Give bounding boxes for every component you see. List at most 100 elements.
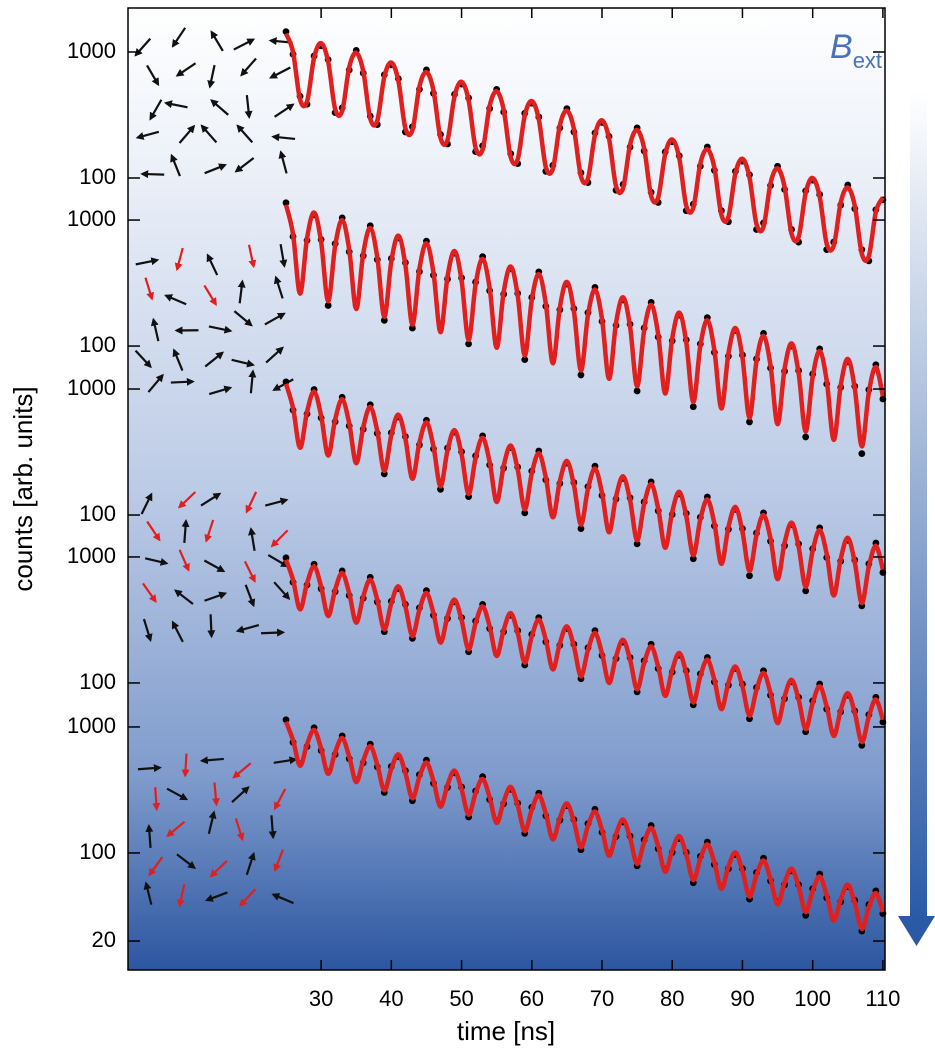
spin-arrow [203,284,217,306]
spin-arrow [204,891,228,902]
data-point [633,540,641,548]
y-tick-label: 100 [79,669,116,694]
spin-arrow [208,325,233,334]
x-tick-label: 90 [730,986,754,1011]
spin-arrow [174,247,184,272]
spin-arrow [273,275,284,299]
spin-arrow [273,581,291,601]
data-point [577,525,585,533]
spin-arrow [244,584,256,608]
field-arrow-head [898,916,935,946]
fit-line [283,720,886,932]
spin-arrow [279,244,288,268]
spin-arrow [267,554,289,568]
spin-arrow [172,348,184,371]
x-tick-label: 50 [449,986,473,1011]
spin-arrow [232,762,252,779]
spin-diagrams [134,27,298,908]
data-point [802,433,810,441]
y-tick-label: 1000 [67,543,116,568]
spin-arrow [245,491,258,514]
spin-arrow [271,893,294,905]
spin-arrow [210,99,229,116]
data-point [380,316,388,324]
y-tick-label: 100 [79,839,116,864]
y-tick-label: 100 [79,501,116,526]
data-point [521,509,529,517]
spin-arrow [204,163,227,175]
field-arrow-shaft [910,92,927,918]
spin-arrow [243,560,256,583]
spin-arrow [146,64,160,87]
spin-arrow [244,95,253,120]
spin-arrow [164,294,187,306]
spin-arrow [265,497,289,507]
spin-arrow [271,133,296,142]
data-point [746,572,753,580]
spin-arrow [178,124,196,144]
data-point [409,324,416,332]
spin-arrow [143,881,153,905]
spin-arrow [140,170,165,179]
spin-arrow [237,279,246,304]
data-point [577,371,585,379]
spin-arrow [208,385,233,396]
y-tick-label: 100 [79,164,116,189]
spin-arrow [231,358,255,368]
x-tick-label: 100 [794,986,831,1011]
spin-arrow [209,860,228,878]
spin-arrow [176,883,186,908]
data-point [324,302,332,309]
spin-arrow [240,57,257,77]
spin-arrow [174,589,194,605]
fit-line [283,32,885,263]
spin-arrow [144,557,169,566]
y-tick-label: 20 [92,927,116,952]
spin-arrow [248,527,256,551]
spin-arrow [261,628,286,637]
spin-arrow [148,856,164,877]
spin-arrow [239,888,257,907]
spin-arrow [278,150,288,174]
y-tick-label: 100 [79,332,116,357]
x-tick-label: 40 [379,986,403,1011]
y-tick-label: 1000 [67,38,116,63]
spin-arrow [204,591,228,602]
spin-arrow [265,346,284,364]
spin-arrow [152,787,161,812]
spin-arrow [146,520,161,542]
spin-arrow [145,823,154,848]
spin-arrow [170,377,195,386]
spin-arrow [204,351,225,368]
spin-arrow [210,30,224,52]
spin-arrow [135,257,160,266]
spin-arrow [204,519,215,543]
spin-arrow [181,753,190,778]
x-tick-label: 60 [520,986,544,1011]
data-point [633,387,641,395]
spin-arrow [234,817,245,842]
spin-arrow [181,518,190,543]
spin-arrow [149,99,163,121]
spin-arrow [207,810,217,835]
spin-arrow [247,244,257,269]
spin-arrow [245,851,256,876]
spin-arrow [233,310,253,327]
spin-arrow [176,853,197,870]
x-tick-label: 110 [865,986,900,1011]
data-point [689,403,697,411]
field-label: Bext [830,28,882,73]
data-point [465,340,472,348]
spin-arrow [235,623,260,634]
spin-arrow [175,62,197,77]
spin-arrow [166,820,186,838]
y-tick-label: 1000 [67,375,116,400]
spin-arrow [142,582,157,603]
data-point [521,356,529,364]
x-axis-title: time [ns] [457,1016,555,1046]
spin-arrow [269,66,291,79]
spin-arrow [236,124,254,144]
data-point [746,418,753,426]
spin-arrow [170,153,181,177]
